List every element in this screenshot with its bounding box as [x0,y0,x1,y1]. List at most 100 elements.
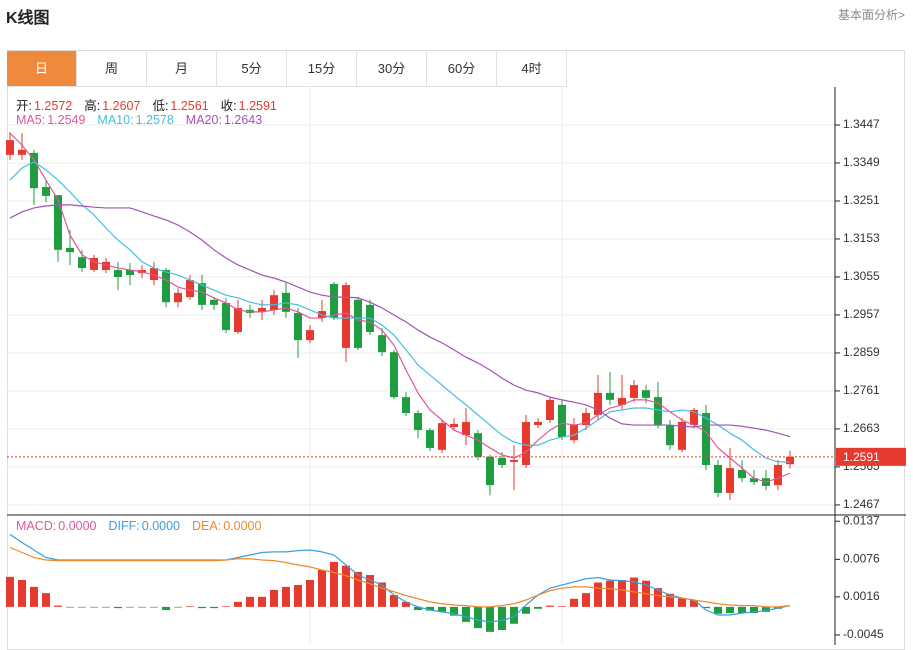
y-tick-label: 1.3349 [843,155,880,169]
y-tick-label: 1.2663 [843,421,880,435]
macd-legend-label: DIFF: [108,519,140,533]
macd-bar [102,606,110,608]
candle-body [342,285,350,348]
candle-body [294,313,302,341]
macd-bar [546,605,554,607]
candle-body [258,307,266,312]
macd-bar [54,605,62,607]
candle-body [90,257,98,270]
macd-bar [234,601,242,607]
candle-body [390,352,398,398]
macd-bar [294,585,302,607]
candle-body [234,307,242,333]
candle-body [582,413,590,426]
candle-body [570,425,578,441]
candle-body [402,397,410,414]
candle-body [450,423,458,427]
candle-body [690,409,698,426]
macd-bar [738,606,746,614]
candle-body [438,423,446,450]
macd-legend-label: MACD: [16,519,57,533]
macd-bar [270,590,278,607]
candle-body [306,330,314,341]
macd-bar [126,606,134,608]
macd-bar [42,593,50,607]
ohlc-label: 高: [84,99,101,113]
macd-bar [318,570,326,607]
candle-body [330,283,338,319]
candle-body [618,397,626,405]
macd-legend-value: 0.0000 [223,519,262,533]
candle-body [18,149,26,155]
fundamentals-link[interactable]: 基本面分析> [837,8,905,22]
ma-line [9,161,790,463]
macd-bar [582,593,590,607]
macd-bar [618,580,626,607]
candle-body [54,195,62,250]
macd-bar [534,606,542,609]
candle-body [546,399,554,421]
period-tab[interactable]: 日 [7,51,77,87]
macd-bar [510,606,518,624]
candle-body [186,280,194,298]
macd-bar [594,582,602,607]
ma-label: MA10: [97,113,134,127]
ohlc-value: 1.2572 [33,99,73,113]
macd-bar [354,571,362,607]
ohlc-value: 1.2607 [102,99,141,113]
candle-body [378,335,386,353]
macd-bar [258,596,266,607]
period-tab[interactable]: 4时 [497,51,567,87]
candle-body [726,468,734,493]
ohlc-label: 开: [16,99,32,113]
macd-bar [246,596,254,607]
candle-body [474,433,482,457]
y-tick-label: 1.2761 [843,383,880,397]
period-tab[interactable]: 周 [77,51,147,87]
candle-body [66,247,74,253]
candle-body [426,430,434,448]
macd-bar [750,606,758,614]
period-tab[interactable]: 60分 [427,51,497,87]
macd-bar [462,606,470,622]
macd-bar [222,606,230,607]
macd-bar [18,580,26,607]
candle-body [702,413,710,465]
page-title: K线图 [6,10,50,27]
ohlc-value: 1.2561 [170,99,209,113]
candle-body [486,456,494,486]
macd-bar [654,588,662,607]
macd-bar [186,606,194,607]
ma-value: 1.2643 [223,113,263,127]
macd-bar [606,580,614,607]
macd-bar [162,606,170,610]
macd-bar [690,600,698,607]
candle-body [162,269,170,303]
period-tab[interactable]: 月 [147,51,217,87]
candle-body [42,187,50,196]
period-tab[interactable]: 15分 [287,51,357,87]
macd-bar [402,601,410,607]
macd-bar [474,606,482,629]
period-tabs: 日周月 5分 15分 30分 60分 4时 [7,51,567,87]
period-tab[interactable]: 30分 [357,51,427,87]
candle-body [522,421,530,465]
y-tick-label: 1.3153 [843,231,880,245]
y-tick-label: 1.3055 [843,269,880,283]
period-tab[interactable]: 5分 [217,51,287,87]
y-tick-label: 0.0016 [843,589,880,603]
candle-body [558,404,566,438]
y-tick-label: 1.3447 [843,117,880,131]
candle-body [198,283,206,305]
macd-bar [678,598,686,607]
macd-bar [450,606,458,616]
macd-bar [438,606,446,612]
candle-body [114,269,122,277]
candle-body [750,478,758,483]
ma-value: 1.2549 [47,113,86,127]
y-tick-label: 0.0076 [843,552,880,566]
last-price-box [836,447,906,466]
macd-bar [342,565,350,607]
candle-body [498,458,506,465]
y-tick-label: 1.2957 [843,307,880,321]
